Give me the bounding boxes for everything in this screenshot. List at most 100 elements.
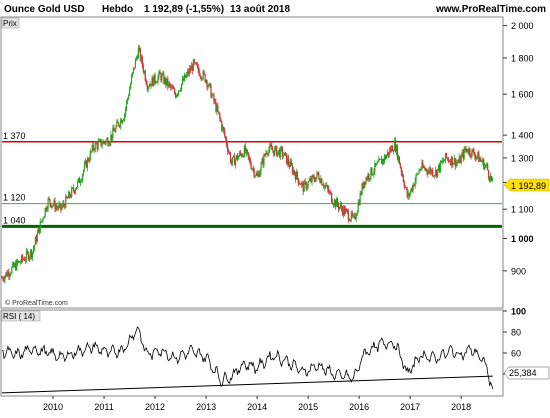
candle-body (136, 57, 139, 59)
candle-body (199, 75, 201, 77)
candle-body (188, 68, 191, 75)
rsi-tick-label: 80 (511, 328, 521, 338)
candle-body (181, 78, 184, 84)
candle-body (201, 78, 203, 80)
price-panel-tab[interactable] (1, 17, 20, 29)
candle-body (362, 183, 364, 189)
candle-body (401, 172, 403, 176)
candle-body (276, 146, 278, 157)
x-tick-label: 2013 (196, 402, 216, 412)
candle-body (293, 170, 295, 175)
candle-body (153, 74, 155, 86)
candle-body (36, 232, 38, 242)
candle-body (237, 156, 240, 160)
candle-body (341, 208, 344, 215)
candle-body (393, 140, 396, 151)
candle-body (103, 140, 105, 143)
candle-body (166, 78, 168, 85)
candle-body (23, 259, 26, 261)
candle-body (146, 84, 148, 90)
candle-body (386, 155, 388, 159)
candle-body (25, 251, 28, 260)
candle-body (50, 203, 52, 208)
candle-body (106, 138, 108, 141)
x-tick-label: 2018 (451, 402, 471, 412)
price-panel-label: Prix (3, 19, 17, 28)
candle-body (313, 176, 315, 180)
candle-body (87, 158, 89, 162)
candle-body (405, 187, 407, 189)
candle-body (155, 82, 157, 83)
candle-body (411, 188, 413, 191)
candle-body (135, 57, 138, 60)
candle-body (347, 211, 349, 221)
candle-body (172, 86, 174, 89)
candle-body (478, 152, 480, 162)
candle-body (298, 183, 300, 185)
candle-body (450, 156, 452, 165)
candle-body (468, 148, 470, 154)
candle-body (187, 71, 190, 75)
candle-body (431, 170, 433, 174)
candle-body (209, 83, 211, 86)
candle-body (174, 88, 176, 94)
candle-body (54, 200, 56, 210)
rsi-panel-tab[interactable] (1, 310, 41, 322)
candle-body (323, 185, 325, 188)
candle-body (371, 167, 373, 175)
candle-body (212, 94, 214, 95)
candle-body (301, 182, 303, 184)
candle-body (4, 276, 6, 281)
last-price-badge: 1 192,89 (503, 178, 550, 192)
price-tick-label: 2 000 (511, 21, 534, 31)
candle-body (159, 71, 161, 74)
candle-body (330, 191, 332, 193)
candle-body (383, 159, 385, 162)
candle-body (165, 77, 167, 85)
candle-body (296, 171, 298, 179)
candle-body (332, 202, 334, 205)
candle-body (227, 145, 229, 152)
candle-body (49, 199, 51, 204)
candle-body (437, 168, 439, 177)
candle-body (235, 155, 238, 160)
x-tick-label: 2012 (145, 402, 165, 412)
candle-body (115, 126, 117, 132)
candle-body (336, 199, 339, 205)
candle-body (350, 212, 352, 220)
candle-body (51, 205, 53, 208)
candle-body (452, 163, 454, 166)
candle-body (257, 173, 259, 176)
candle-body (86, 158, 88, 168)
candle-body (473, 150, 475, 155)
candle-body (79, 181, 82, 184)
x-axis: 2010 2011 2012 2013 2014 2015 2016 2017 2018 (43, 396, 471, 412)
candle-body (224, 130, 226, 137)
candle-body (206, 80, 208, 88)
level-label: 1 120 (3, 193, 26, 203)
candle-body (485, 165, 487, 167)
candle-body (77, 178, 80, 182)
candle-body (429, 168, 431, 171)
candle-body (167, 78, 169, 87)
candle-body (353, 215, 355, 216)
candle-body (484, 165, 486, 170)
price-tick-label: 1 800 (511, 53, 534, 63)
candle-body (463, 148, 465, 159)
candle-body (267, 153, 269, 155)
candle-body (175, 93, 177, 98)
candle-body (398, 156, 400, 165)
price-tick-label: 1 300 (511, 153, 534, 163)
candle-body (133, 67, 136, 69)
candle-body (91, 144, 93, 152)
candle-body (198, 70, 200, 76)
candle-body (309, 178, 311, 181)
rsi-panel-label: RSI ( 14) (3, 312, 35, 321)
candle-body (96, 144, 98, 149)
candle-body (26, 251, 29, 253)
price-panel (0, 16, 504, 309)
candle-body (334, 200, 336, 206)
candle-body (430, 168, 432, 174)
candle-body (446, 157, 449, 159)
candle-body (74, 189, 77, 193)
